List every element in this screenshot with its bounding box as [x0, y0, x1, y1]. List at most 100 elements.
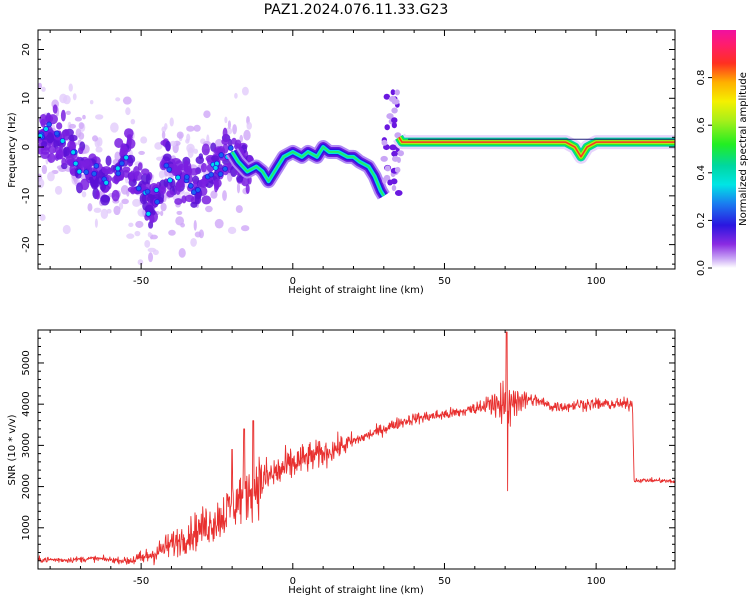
snr-content: [38, 331, 675, 566]
spectrogram-energy-blob: [68, 134, 78, 142]
spectrogram-noise-blob: [222, 190, 227, 201]
spectrogram-jump-blob: [389, 144, 397, 151]
spectrogram-energy-blob: [194, 194, 202, 205]
spectrogram-energy-blob: [222, 127, 228, 139]
spectrogram-energy-blob: [233, 143, 242, 150]
spectrogram-noise-blob: [94, 218, 98, 228]
spectrogram-xtick-label: -50: [133, 276, 149, 287]
spectrogram-energy-blob: [166, 190, 175, 198]
spectrogram-energy-blob: [95, 190, 100, 200]
spectrogram-noise-blob: [125, 107, 131, 116]
spectrogram-energy-blob: [52, 104, 58, 114]
spectrogram-peak-spot: [217, 171, 224, 178]
spectrogram-noise-blob: [74, 116, 82, 122]
spectrogram-energy-blob: [200, 162, 207, 173]
spectrogram-xtick-label: 0: [290, 276, 296, 287]
spectrogram-peak-spot: [163, 162, 170, 169]
spectrogram-noise-blob: [95, 146, 103, 153]
spectrogram-energy-blob: [56, 122, 63, 130]
spectrogram-energy-blob: [245, 183, 250, 194]
spectrogram-energy-blob: [129, 170, 136, 180]
spectrogram-noise-blob: [62, 224, 71, 235]
spectrogram-energy-blob: [174, 198, 183, 205]
spectrogram-noise-blob: [160, 202, 167, 212]
spectrogram-noise-blob: [78, 132, 85, 140]
spectrogram-noise-blob: [149, 234, 158, 240]
spectrogram-peak-spot: [175, 174, 181, 181]
spectrogram-peak-spot: [114, 165, 121, 172]
spectrogram-noise-blob: [54, 185, 63, 195]
spectrogram-noise-blob: [214, 218, 224, 229]
spectrogram-noise-blob: [87, 203, 93, 212]
spectrogram-noise-blob: [96, 137, 103, 147]
spectrogram-jump-blob: [390, 178, 398, 185]
spectrogram-energy-blob: [137, 162, 143, 171]
spectrogram-energy-blob: [120, 143, 127, 153]
spectrogram-noise-blob: [144, 240, 151, 248]
colorbar-ticks: 0.0 0.2 0.4 0.6 0.8: [696, 70, 712, 276]
spectrogram-noise-blob: [224, 116, 228, 124]
spectrogram-jump-blob: [394, 89, 400, 96]
spectrogram-noise-blob: [81, 191, 87, 198]
spectrogram-noise-blob: [186, 125, 195, 132]
spectrogram-energy-blob: [198, 153, 204, 160]
spectrogram-noise-blob: [158, 170, 165, 179]
spectrogram-noise-blob: [187, 147, 194, 159]
spectrogram-peak-spot: [76, 168, 83, 175]
spectrogram-noise-blob: [110, 122, 119, 133]
spectrogram-energy-blob: [213, 178, 222, 188]
snr-series-line: [38, 331, 675, 566]
snr-ticks: -50 0 50 100 1000 2000 3000 4000 5000: [21, 329, 675, 587]
snr-xtick-label: 0: [290, 576, 296, 587]
spectrogram-noise-blob: [38, 82, 43, 89]
spectrogram-jump-blob: [391, 185, 397, 192]
spectrogram-ytick-label: 10: [21, 92, 32, 105]
snr-xtick-label: -50: [133, 576, 149, 587]
spectrogram-noise-blob: [152, 249, 159, 256]
spectrogram-noise-blob: [115, 97, 121, 102]
spectrogram-energy-blob: [44, 114, 54, 123]
spectrogram-noise-blob: [193, 220, 197, 231]
spectrogram-peak-spot: [93, 162, 100, 169]
spectrogram-energy-blob: [63, 146, 70, 157]
spectrogram-noise-blob: [82, 114, 86, 120]
spectrogram-noise-blob: [175, 216, 185, 226]
spectrogram-noise-blob: [190, 237, 197, 247]
spectrogram-ytick-label: -10: [21, 188, 32, 204]
spectrogram-noise-blob: [246, 121, 252, 130]
spectrogram-noise-blob: [137, 259, 144, 266]
spectrogram-noise-blob: [160, 210, 164, 217]
spectrogram-noise-blob: [194, 231, 202, 238]
spectrogram-noise-blob: [128, 222, 134, 228]
spectrogram-peak-spot: [115, 170, 122, 177]
spectrogram-energy-blob: [40, 146, 50, 155]
spectrogram-xtick-label: 100: [587, 276, 606, 287]
spectrogram-energy-blob: [46, 132, 55, 144]
spectrogram-energy-blob: [111, 189, 120, 202]
spectrogram-noise-blob: [176, 131, 184, 139]
spectrogram-jump-blob: [397, 150, 405, 157]
spectrogram-peak-spot: [166, 166, 173, 173]
spectrogram-ridge-band-4: [231, 146, 385, 197]
spectrogram-energy-blob: [181, 195, 187, 204]
spectrogram-peak-spot: [195, 187, 201, 193]
spectrogram-peak-spot: [183, 174, 190, 180]
snr-ylabel: SNR (10 * v/v): [7, 414, 18, 485]
spectrogram-noise-blob: [236, 182, 241, 194]
spectrogram-energy-blob: [80, 178, 90, 191]
colorbar-tick-label: 0.0: [696, 260, 707, 276]
spectrogram-noise-blob: [78, 122, 84, 130]
spectrogram-energy-blob: [236, 174, 244, 183]
spectrogram-energy-blob: [130, 187, 136, 195]
spectrogram-noise-blob: [113, 205, 121, 216]
spectrogram-noise-blob: [176, 210, 183, 216]
spectrogram-jump-blob: [386, 113, 394, 120]
spectrogram-peak-spot: [153, 187, 160, 193]
spectrogram-noise-blob: [227, 120, 232, 129]
spectrogram-noise-blob: [232, 124, 237, 135]
spectrogram-noise-blob: [93, 207, 102, 213]
spectrogram-noise-blob: [68, 123, 77, 129]
spectrogram-energy-blob: [165, 140, 171, 152]
spectrogram-energy-blob: [201, 195, 212, 205]
